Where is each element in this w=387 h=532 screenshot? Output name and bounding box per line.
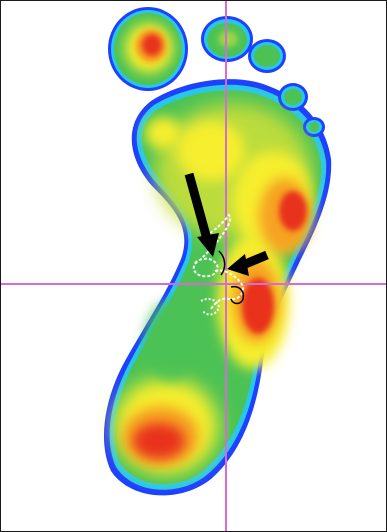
toe-4-green — [284, 89, 302, 105]
toe-5-green — [309, 122, 319, 132]
midfoot-red-hotspot — [242, 278, 274, 334]
forefoot-yellow-left — [145, 117, 181, 149]
toe-3-green — [254, 45, 280, 67]
arrow-pointer-upper — [184, 172, 219, 257]
forefoot-red-hotspot — [279, 191, 307, 231]
forefoot-yellow-center — [177, 121, 245, 181]
big-toe-red — [142, 34, 162, 56]
heel-red-hotspot — [133, 423, 185, 459]
arrow-pointer-lower — [227, 250, 269, 276]
toe-2-light — [218, 31, 238, 47]
medial-green-cool — [145, 301, 197, 381]
